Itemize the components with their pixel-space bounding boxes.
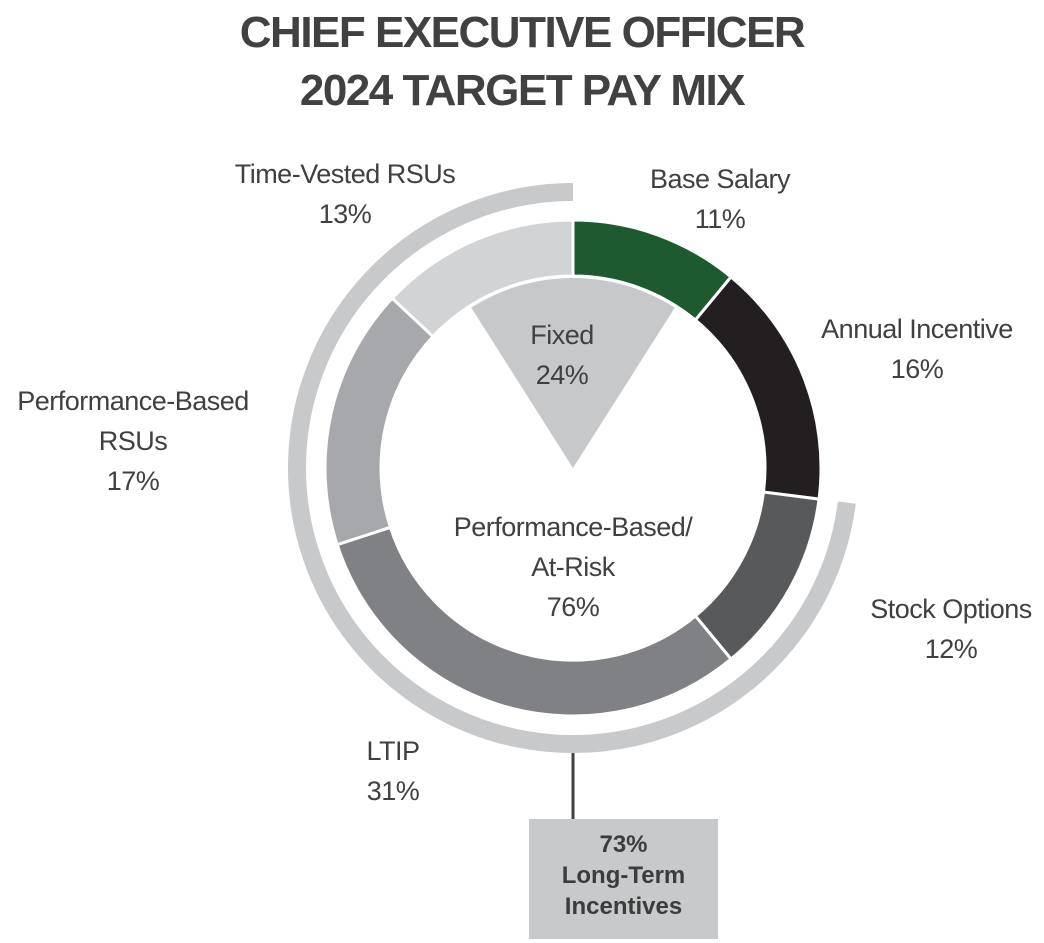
chart-title-line-1: CHIEF EXECUTIVE OFFICER	[239, 8, 806, 57]
chart-title: CHIEF EXECUTIVE OFFICER 2024 TARGET PAY …	[0, 4, 1044, 120]
performance-rsus-label-line-2: RSUs	[99, 426, 168, 456]
long-term-incentives-arc-path	[288, 183, 856, 753]
long-term-incentives-label-line-2: Incentives	[564, 893, 683, 920]
long-term-incentives-arc	[288, 183, 856, 753]
fixed-wedge	[471, 278, 675, 468]
performance-rsus-pct: 17%	[107, 466, 160, 496]
time-vested-rsus-pct: 13%	[319, 199, 372, 229]
stock-options-pct: 12%	[925, 634, 978, 664]
time-vested-rsus-label: Time-Vested RSUs	[235, 159, 456, 189]
fixed-label: Fixed	[530, 320, 594, 350]
base-salary-label: Base Salary	[650, 164, 791, 194]
ltip-pct: 31%	[367, 776, 420, 806]
performance-rsus-label-line-1: Performance-Based	[17, 386, 249, 416]
stock-options-label: Stock Options	[870, 594, 1032, 624]
slice-label-ltip: LTIP 31%	[366, 736, 420, 806]
slice-label-stock-options: Stock Options 12%	[870, 594, 1032, 664]
donut-slices	[323, 218, 823, 718]
annual-incentive-label: Annual Incentive	[821, 314, 1013, 344]
ltip-label: LTIP	[366, 736, 419, 766]
chart-title-line-2: 2024 TARGET PAY MIX	[299, 66, 746, 115]
slice-annual-incentive	[693, 274, 823, 501]
fixed-center-label: Fixed 24%	[530, 320, 594, 390]
long-term-incentives-label-line-1: Long-Term	[561, 862, 686, 889]
slice-label-annual-incentive: Annual Incentive 16%	[821, 314, 1013, 384]
performance-center-label: Performance-Based/ At-Risk 76%	[454, 512, 694, 622]
performance-label-line-2: At-Risk	[531, 552, 615, 582]
slice-label-time-vested-rsus: Time-Vested RSUs 13%	[235, 159, 456, 229]
slice-time-vested-rsus	[390, 218, 575, 339]
performance-pct: 76%	[547, 592, 600, 622]
base-salary-pct: 11%	[695, 204, 746, 234]
long-term-incentives-box: 73% Long-Term Incentives	[529, 819, 718, 939]
fixed-pct: 24%	[536, 360, 589, 390]
long-term-incentives-pct: 73%	[599, 831, 648, 858]
slice-label-base-salary: Base Salary 11%	[650, 164, 792, 234]
slice-label-performance-based-rsus: Performance-Based RSUs 17%	[17, 386, 249, 496]
annual-incentive-pct: 16%	[891, 354, 944, 384]
performance-label-line-1: Performance-Based/	[454, 512, 694, 542]
